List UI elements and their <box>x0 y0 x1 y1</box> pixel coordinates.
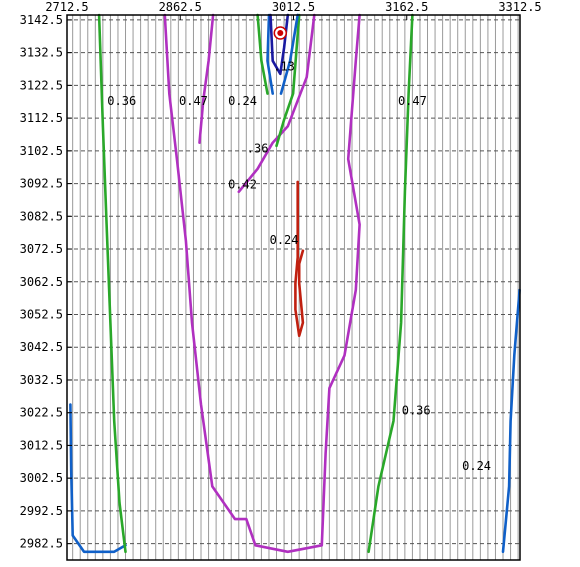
contour-line-0_36 <box>367 13 414 554</box>
y-tick-label: 3072.5 <box>20 242 63 256</box>
x-tick-label: 3162.5 <box>385 0 428 14</box>
contour-line-0_24 <box>501 288 521 554</box>
y-tick-label: 2982.5 <box>20 537 63 551</box>
y-tick-label: 3042.5 <box>20 340 63 354</box>
contour-lines <box>69 13 521 554</box>
marker-layer <box>273 26 288 40</box>
y-tick-label: 3122.5 <box>20 78 63 92</box>
y-tick-label: 3062.5 <box>20 275 63 289</box>
x-tick-label: 3012.5 <box>272 0 315 14</box>
contour-label: .36 <box>247 141 269 155</box>
contour-line-0_24 <box>279 13 300 95</box>
contour-labels: 0.36 0.47 0.24 0.47 .13 .36 0.42 0.24 0.36 0.24 <box>107 60 491 473</box>
contour-line-0_24 <box>266 13 275 95</box>
axes: 2712.5 2862.5 3012.5 3162.5 3312.5 3142.5 3132… <box>20 0 542 561</box>
contour-label: 0.42 <box>228 177 257 191</box>
y-tick-label: 3102.5 <box>20 144 63 158</box>
contour-line-0_47 <box>294 180 305 338</box>
contour-label: 0.47 <box>179 94 208 108</box>
contour-label: 0.36 <box>402 403 431 417</box>
y-tick-label: 3112.5 <box>20 111 63 125</box>
x-tick-label: 2712.5 <box>45 0 88 14</box>
y-tick-label: 3012.5 <box>20 438 63 452</box>
max-point-dot <box>277 30 284 37</box>
y-tick-label: 2992.5 <box>20 504 63 518</box>
y-tick-label: 3092.5 <box>20 177 63 191</box>
x-tick-label: 2862.5 <box>159 0 202 14</box>
contour-label: 0.24 <box>270 233 299 247</box>
contour-label: 0.24 <box>462 459 491 473</box>
contour-label: 0.47 <box>398 94 427 108</box>
contour-line-0_24 <box>69 403 127 554</box>
contour-line-0_36 <box>256 13 269 95</box>
y-tick-label: 3032.5 <box>20 373 63 387</box>
contour-label: .13 <box>273 60 295 74</box>
y-tick-label: 3082.5 <box>20 209 63 223</box>
contour-line-0_36 <box>275 13 301 148</box>
y-tick-label: 3002.5 <box>20 471 63 485</box>
x-tick-label: 3312.5 <box>498 0 541 14</box>
contour-line-0_36 <box>97 13 127 554</box>
y-tick-label: 3052.5 <box>20 308 63 322</box>
y-tick-label: 3142.5 <box>20 13 63 27</box>
y-tick-label: 3132.5 <box>20 46 63 60</box>
contour-label: 0.24 <box>228 94 257 108</box>
contour-line-0_42 <box>198 13 215 144</box>
contour-label: 0.36 <box>107 94 136 108</box>
y-tick-label: 3022.5 <box>20 406 63 420</box>
contour-line-0_47 <box>163 13 361 554</box>
